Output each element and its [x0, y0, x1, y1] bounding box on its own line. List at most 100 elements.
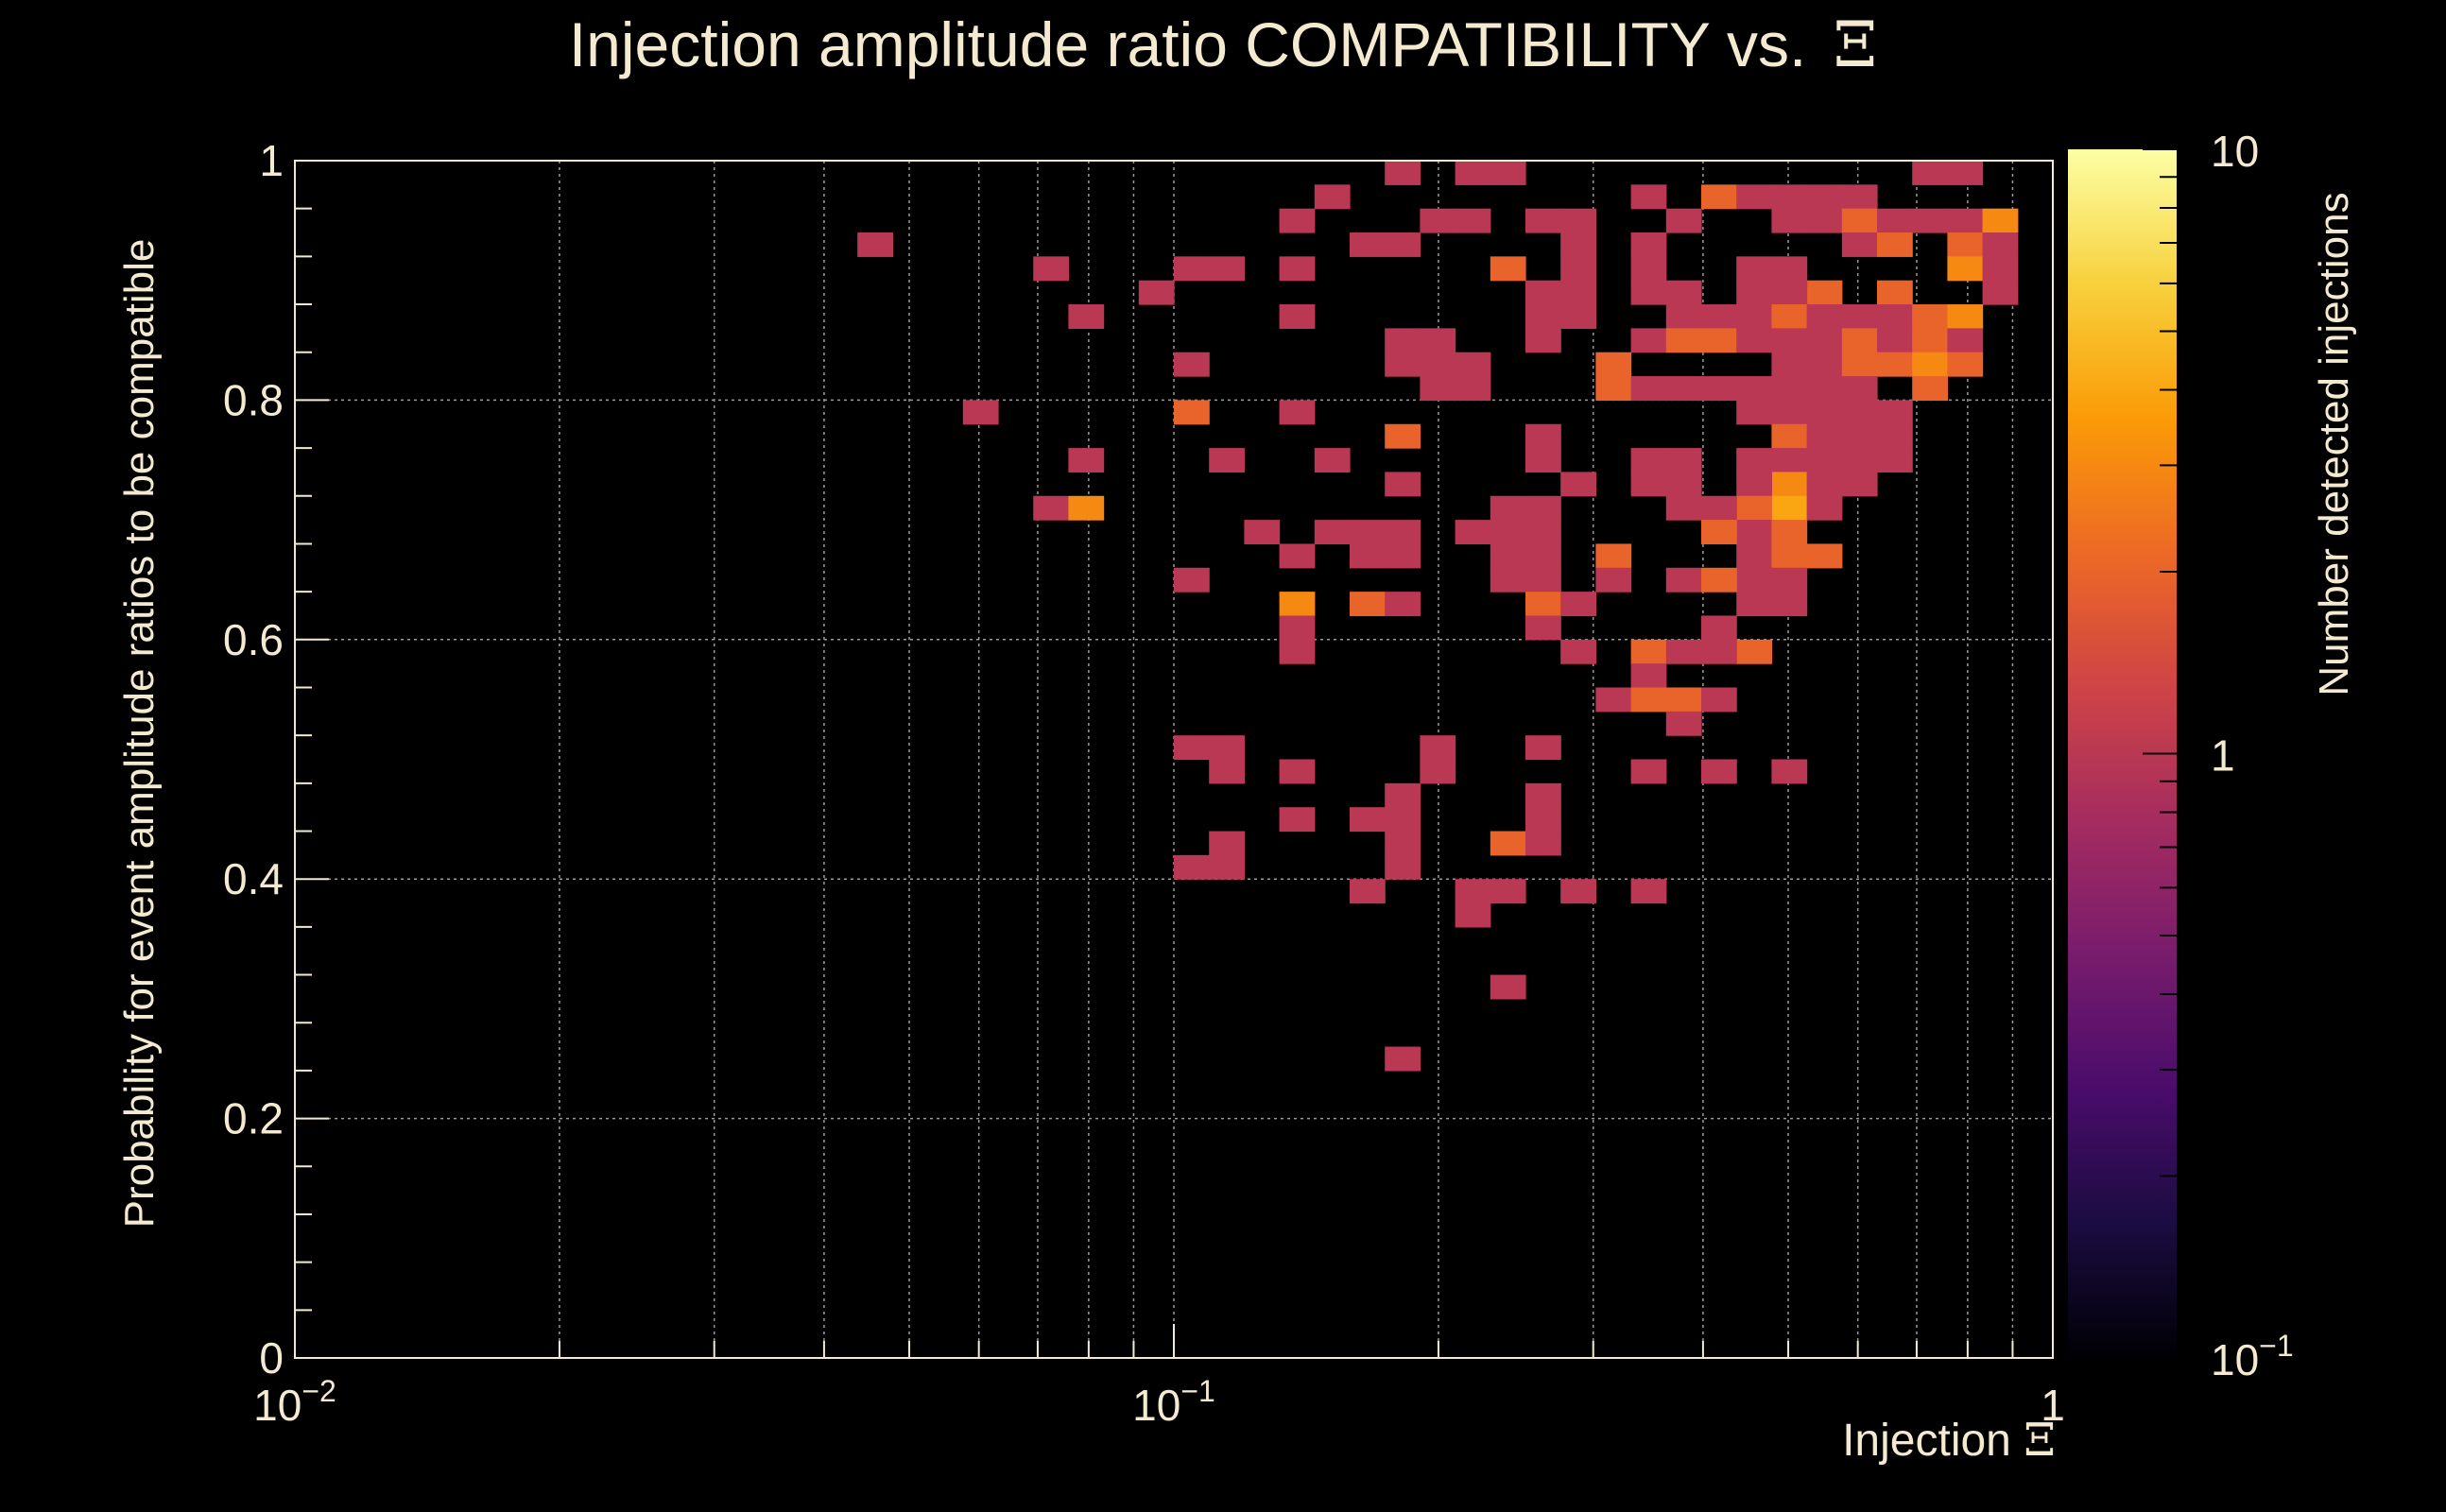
- heatmap-cell: [1877, 400, 1913, 425]
- heatmap-cell: [1736, 639, 1772, 664]
- heatmap-cell: [1630, 328, 1667, 353]
- heatmap-cell: [1771, 208, 1808, 233]
- heatmap-cell: [1385, 161, 1421, 185]
- heatmap-cell: [1350, 543, 1386, 569]
- heatmap-cell: [1806, 472, 1843, 497]
- x-tick-label: 10−2: [253, 1374, 336, 1430]
- heatmap-cell: [1947, 208, 1984, 233]
- heatmap-cell: [1420, 735, 1456, 761]
- heatmap-cell: [1209, 256, 1245, 282]
- heatmap-cell: [1525, 735, 1561, 761]
- heatmap-cell: [1736, 184, 1772, 210]
- heatmap-cell: [1736, 304, 1772, 329]
- heatmap-cell: [1701, 304, 1737, 329]
- heatmap-cell: [1174, 854, 1210, 880]
- x-tick-label: 10−1: [1132, 1374, 1215, 1430]
- heatmap-cell: [1982, 208, 2019, 233]
- heatmap-cell: [1841, 184, 1878, 210]
- heatmap-cell: [1595, 687, 1632, 713]
- heatmap-cell: [1736, 376, 1772, 401]
- heatmap-cell: [1490, 974, 1526, 1000]
- heatmap-cell: [1736, 472, 1772, 497]
- heatmap-cell: [1174, 256, 1210, 282]
- heatmap-cell: [1209, 759, 1245, 784]
- heatmap-cell: [1455, 879, 1491, 904]
- heatmap-cell: [1701, 184, 1737, 210]
- heatmap-cell: [1560, 208, 1596, 233]
- heatmap-cell: [1912, 376, 1948, 401]
- heatmap-cell: [1665, 711, 1702, 736]
- heatmap-cell: [1279, 208, 1316, 233]
- heatmap-cell: [1877, 232, 1913, 257]
- heatmap-cell: [1736, 256, 1772, 282]
- heatmap-cell: [1665, 280, 1702, 305]
- heatmap-cell: [1525, 615, 1561, 641]
- heatmap-cell: [1877, 280, 1913, 305]
- labels: Injection amplitude ratio COMPATIBILITY …: [116, 9, 2357, 1467]
- heatmap-cell: [1455, 352, 1491, 377]
- heatmap-cell: [1490, 831, 1526, 856]
- colorbar-tick-label: 10−1: [2211, 1329, 2294, 1384]
- heatmap-cell: [1665, 495, 1702, 521]
- heatmap-cell: [1701, 495, 1737, 521]
- colorbar-label: Number detected injections: [2311, 192, 2357, 696]
- heatmap-cell: [1771, 543, 1808, 569]
- heatmap-cell: [1595, 567, 1632, 593]
- heatmap-cell: [1841, 423, 1878, 449]
- heatmap-cell: [1630, 639, 1667, 664]
- heatmap-cell: [1736, 543, 1772, 569]
- colorbar-tick-label: 1: [2211, 731, 2235, 781]
- heatmap-cell: [1455, 520, 1491, 545]
- heatmap-cell: [1771, 256, 1808, 282]
- heatmap-cell: [1490, 543, 1526, 569]
- heatmap-cell: [1771, 400, 1808, 425]
- heatmap-cell: [1982, 232, 2019, 257]
- heatmap-cell: [1525, 328, 1561, 353]
- colorbar: 10−1 1 10: [2068, 127, 2294, 1384]
- heatmap-cell: [1385, 592, 1421, 617]
- heatmap-cell: [1385, 352, 1421, 377]
- heatmap-cell: [1385, 472, 1421, 497]
- heatmap-cell: [1771, 520, 1808, 545]
- heatmap-cell: [1525, 567, 1561, 593]
- heatmap-cell: [1947, 232, 1984, 257]
- heatmap-cell: [1279, 304, 1316, 329]
- heatmap-cell: [1560, 472, 1596, 497]
- heatmap-cell: [1244, 520, 1281, 545]
- x-axis-label: Injection Ξ: [1842, 1414, 2056, 1467]
- heatmap-cell: [1385, 423, 1421, 449]
- heatmap-cell: [1947, 352, 1984, 377]
- y-tick-label: 0: [259, 1333, 284, 1383]
- heatmap-cell: [1877, 328, 1913, 353]
- heatmap-cell: [1771, 472, 1808, 497]
- heatmap-cell: [1630, 472, 1667, 497]
- heatmap-cell: [1665, 639, 1702, 664]
- heatmap-cell: [1385, 831, 1421, 856]
- heatmap-cell: [1560, 592, 1596, 617]
- chart-title: Injection amplitude ratio COMPATIBILITY …: [569, 9, 1877, 81]
- heatmap-cell: [1771, 592, 1808, 617]
- heatmap-cell: [1630, 687, 1667, 713]
- heatmap-cell: [1420, 328, 1456, 353]
- heatmap-cell: [1806, 423, 1843, 449]
- heatmap-cell: [1560, 232, 1596, 257]
- heatmap-cell: [1630, 184, 1667, 210]
- heatmap-cell: [1912, 328, 1948, 353]
- heatmap-cell: [1877, 304, 1913, 329]
- heatmap-cell: [1068, 304, 1105, 329]
- heatmap-cell: [1701, 376, 1737, 401]
- heatmap-cell: [1279, 807, 1316, 833]
- heatmap-cell: [1736, 567, 1772, 593]
- heatmap-cell: [1736, 280, 1772, 305]
- heatmap-cell: [1525, 831, 1561, 856]
- heatmap-cell: [1525, 543, 1561, 569]
- heatmap-cell: [1841, 472, 1878, 497]
- heatmap-cell: [1420, 759, 1456, 784]
- heatmap-cell: [1350, 232, 1386, 257]
- heatmap-cell: [1209, 448, 1245, 473]
- heatmap-cell: [1665, 208, 1702, 233]
- heatmap-cell: [1525, 592, 1561, 617]
- heatmap-cell: [1665, 304, 1702, 329]
- heatmap-cell: [1385, 1046, 1421, 1072]
